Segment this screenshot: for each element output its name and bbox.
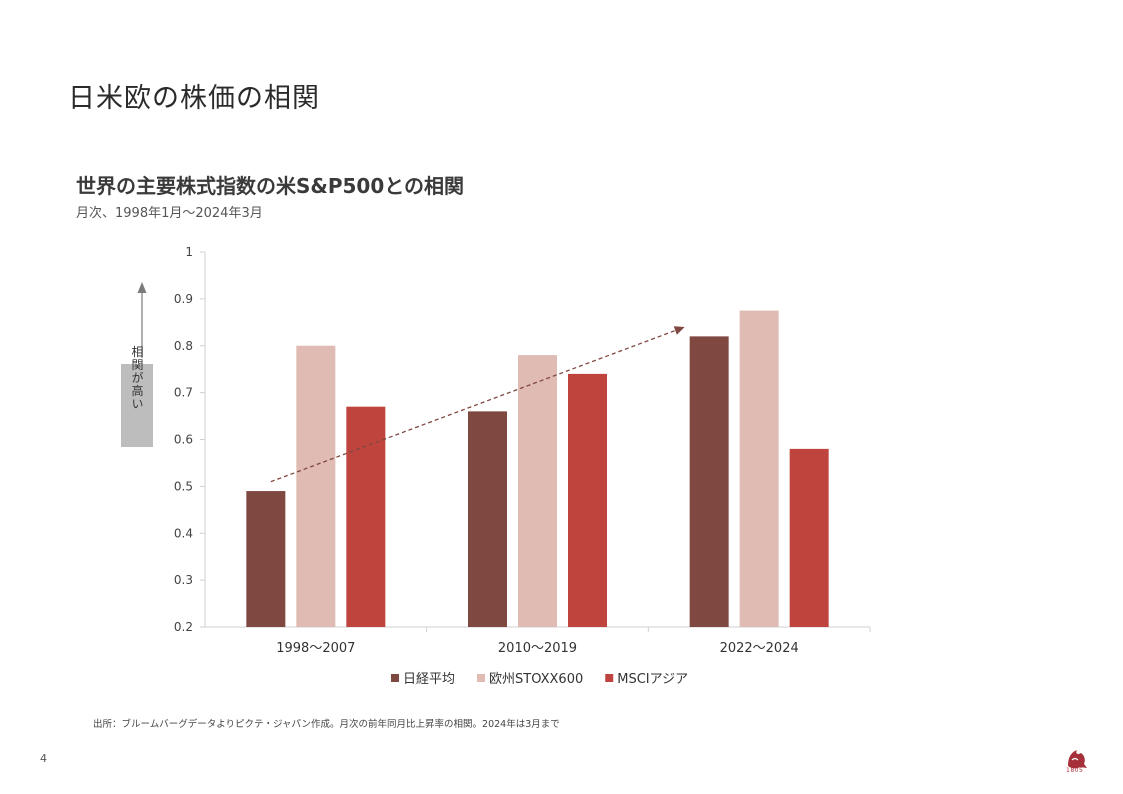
bar-3 <box>346 406 386 627</box>
y-tick-label: 1 <box>185 245 193 259</box>
bar-1 <box>689 336 729 627</box>
chart-subtitle: 月次、1998年1月～2024年3月 <box>76 206 263 221</box>
trend-arrow-head <box>673 326 685 335</box>
y-tick-label: 0.7 <box>174 386 193 400</box>
legend-swatch-3 <box>605 674 614 682</box>
y-tick-label: 0.5 <box>174 479 193 493</box>
x-tick-label: 2022～2024 <box>720 641 799 656</box>
pictet-logo-icon <box>1068 750 1087 769</box>
legend-label-1: 日経平均 <box>403 672 455 687</box>
y-tick-label: 0.8 <box>174 339 193 353</box>
x-tick-label: 1998～2007 <box>276 641 355 656</box>
y-tick-label: 0.2 <box>174 620 193 634</box>
annotation-box <box>121 364 153 447</box>
chart-title: 世界の主要株式指数の米S&P500との相関 <box>76 174 465 198</box>
bar-1 <box>468 411 507 627</box>
page-number: 4 <box>40 752 47 765</box>
bar-2 <box>518 355 557 627</box>
annotation-arrow-head <box>137 282 147 293</box>
bar-2 <box>739 310 779 627</box>
bar-3 <box>789 448 829 627</box>
legend-label-2: 欧州STOXX600 <box>489 672 583 687</box>
y-tick-label: 0.9 <box>174 292 193 306</box>
annotation-label: 相関が高い <box>130 345 144 410</box>
y-tick-label: 0.4 <box>174 526 193 540</box>
legend-swatch-1 <box>391 674 399 682</box>
bar-3 <box>568 373 607 627</box>
y-tick-label: 0.3 <box>174 573 193 587</box>
slide-title: 日米欧の株価の相関 <box>68 83 320 114</box>
x-tick-label: 2010～2019 <box>498 641 577 656</box>
trend-arrow-line <box>270 329 677 483</box>
source-note: 出所：ブルームバーグデータよりピクテ・ジャパン作成。月次の前年同月比上昇率の相関… <box>93 719 560 730</box>
bar-1 <box>246 491 286 627</box>
logo-year: 1805 <box>1066 767 1084 774</box>
bar-2 <box>296 345 336 627</box>
y-tick-label: 0.6 <box>174 433 193 447</box>
legend-swatch-2 <box>477 674 486 682</box>
legend-label-3: MSCIアジア <box>617 672 688 687</box>
